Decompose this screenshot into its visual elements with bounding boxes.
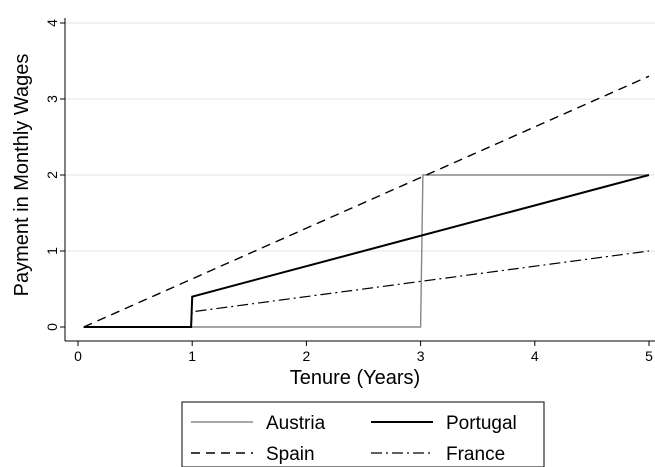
- x-tick-label-0: 0: [74, 348, 82, 364]
- y-tick-label-2: 2: [44, 171, 60, 179]
- legend-label-spain: Spain: [266, 444, 315, 465]
- legend-label-portugal: Portugal: [446, 413, 517, 434]
- legend-box: [181, 401, 545, 467]
- x-tick-label-4: 4: [531, 348, 539, 364]
- y-tick-label-4: 4: [44, 19, 60, 27]
- legend: Austria Portugal Spain France: [181, 401, 545, 467]
- x-axis-title: Tenure (Years): [290, 367, 420, 389]
- series-line-france: [83, 250, 650, 328]
- x-tick-label-1: 1: [188, 348, 196, 364]
- x-tick-label-2: 2: [303, 348, 311, 364]
- legend-label-austria: Austria: [266, 413, 326, 434]
- y-tick-label-1: 1: [44, 247, 60, 255]
- x-tick-label-5: 5: [645, 348, 653, 364]
- series-line-spain: [83, 75, 650, 328]
- y-tick-label-3: 3: [44, 95, 60, 103]
- legend-label-france: France: [446, 444, 505, 465]
- x-tick-label-3: 3: [417, 348, 425, 364]
- axes: 0 1 2 3 4 0 1 2 3 4 5: [44, 18, 655, 364]
- gridlines: [65, 22, 655, 252]
- series-lines: [83, 75, 650, 328]
- y-tick-label-0: 0: [44, 323, 60, 331]
- series-line-austria: [83, 174, 649, 328]
- series-line-portugal: [83, 174, 650, 328]
- y-axis-title: Payment in Monthly Wages: [11, 54, 33, 297]
